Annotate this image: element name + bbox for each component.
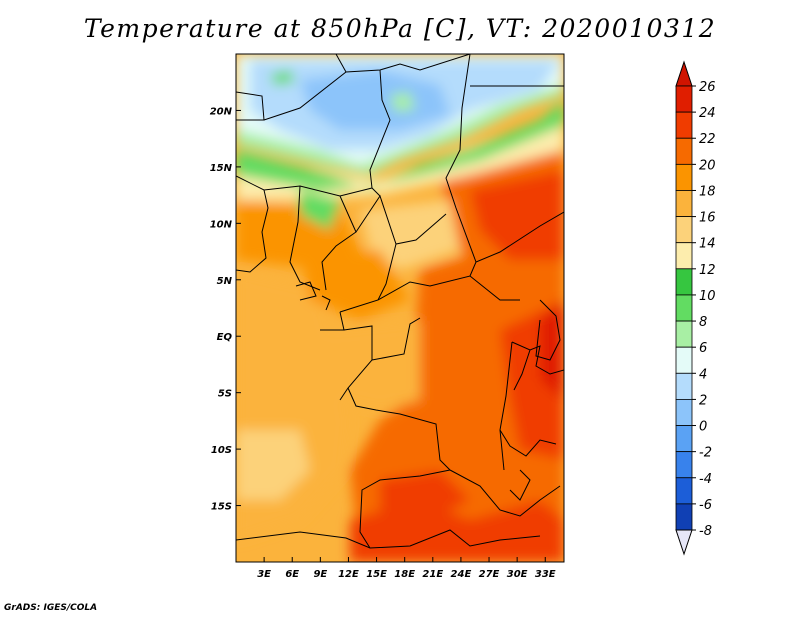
colorbar-swatch bbox=[675, 425, 693, 453]
colorbar-bottom-arrow bbox=[675, 529, 693, 556]
lon-tick-label: 21E bbox=[422, 569, 443, 580]
colorbar-label: 20 bbox=[699, 158, 716, 173]
colorbar-swatch bbox=[675, 216, 693, 244]
colorbar-label: 4 bbox=[699, 367, 707, 382]
colorbar-label: 22 bbox=[699, 132, 716, 147]
colorbar-label: 26 bbox=[699, 80, 716, 95]
lon-tick-label: 33E bbox=[535, 569, 556, 580]
lon-tick-label: 24E bbox=[451, 569, 472, 580]
colorbar-swatch bbox=[675, 477, 693, 505]
colorbar-swatch bbox=[675, 451, 693, 479]
colorbar-swatch bbox=[675, 85, 693, 113]
colorbar-label: 10 bbox=[699, 289, 716, 304]
lon-tick-label: 30E bbox=[507, 569, 528, 580]
lat-tick-label: 5N bbox=[217, 276, 233, 287]
lon-tick-label: 6E bbox=[285, 569, 299, 580]
lon-tick-label: 15E bbox=[366, 569, 387, 580]
lat-tick-label: 10S bbox=[211, 445, 232, 456]
colorbar-label: -4 bbox=[699, 472, 712, 487]
colorbar-label: 14 bbox=[699, 237, 716, 252]
colorbar-swatch bbox=[675, 163, 693, 191]
colorbar-swatch bbox=[675, 346, 693, 374]
lat-tick-label: 5S bbox=[218, 389, 232, 400]
colorbar-label: 0 bbox=[699, 420, 707, 435]
lat-tick-label: 15N bbox=[210, 163, 233, 174]
longitude-axis: 3E 6E 9E 12E 15E 18E 21E 24E 27E 30E 33E bbox=[257, 557, 556, 580]
lon-tick-label: 18E bbox=[394, 569, 415, 580]
lon-tick-label: 3E bbox=[257, 569, 271, 580]
lon-tick-label: 12E bbox=[338, 569, 359, 580]
latitude-axis: 20N 15N 10N 5N EQ 5S 10S 15S bbox=[210, 106, 241, 513]
colorbar-label: -8 bbox=[699, 524, 712, 539]
colorbar-top-arrow bbox=[675, 60, 693, 87]
lat-tick-label: 20N bbox=[210, 106, 233, 117]
colorbar-swatch bbox=[675, 503, 693, 531]
country-borders bbox=[236, 54, 564, 549]
colorbar-label: 6 bbox=[699, 341, 707, 356]
lon-tick-label: 9E bbox=[313, 569, 327, 580]
colorbar-swatch bbox=[675, 268, 693, 296]
lat-tick-label: EQ bbox=[217, 332, 233, 343]
colorbar-swatch bbox=[675, 137, 693, 165]
colorbar-swatch bbox=[675, 320, 693, 348]
map-frame bbox=[235, 53, 565, 563]
colorbar-swatch bbox=[675, 111, 693, 139]
colorbar-label: 12 bbox=[699, 263, 716, 278]
colorbar-label: 8 bbox=[699, 315, 707, 330]
colorbar-swatch bbox=[675, 242, 693, 270]
colorbar-label: 16 bbox=[699, 211, 716, 226]
colorbar-label: -2 bbox=[699, 446, 712, 461]
lat-tick-label: 15S bbox=[211, 502, 232, 513]
colorbar-label: 18 bbox=[699, 184, 716, 199]
colorbar-swatch bbox=[675, 372, 693, 400]
colorbar-swatch bbox=[675, 399, 693, 426]
colorbar-label: 24 bbox=[699, 106, 716, 121]
footer-credit: GrADS: IGES/COLA bbox=[4, 603, 98, 613]
map-title: Temperature at 850hPa [C], VT: 202001031… bbox=[83, 14, 717, 43]
colorbar-swatch bbox=[675, 294, 693, 322]
colorbar-label: 2 bbox=[699, 393, 707, 408]
temperature-field bbox=[236, 54, 564, 562]
colorbar-swatch bbox=[675, 190, 693, 217]
colorbar-label: -6 bbox=[699, 498, 712, 513]
lon-tick-label: 27E bbox=[479, 569, 500, 580]
lat-tick-label: 10N bbox=[210, 219, 233, 230]
